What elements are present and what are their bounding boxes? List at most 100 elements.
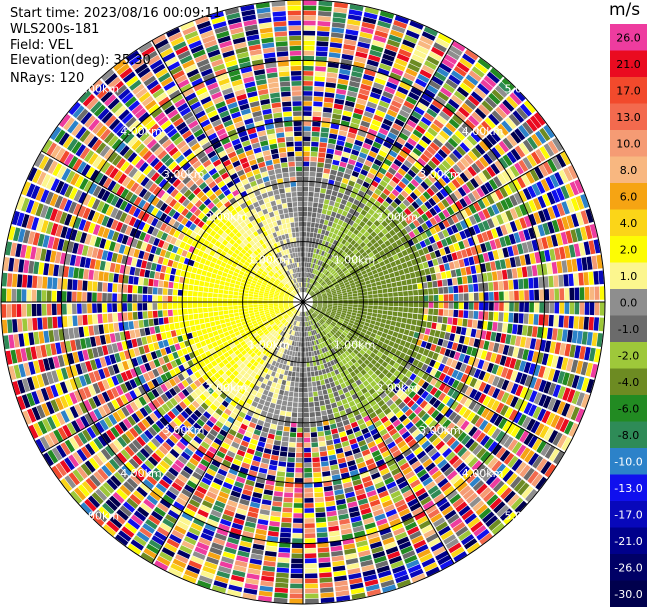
velocity-gate bbox=[498, 312, 504, 322]
velocity-gate bbox=[411, 258, 418, 266]
velocity-gate bbox=[357, 156, 366, 164]
velocity-gate bbox=[419, 269, 426, 276]
velocity-gate bbox=[360, 340, 366, 346]
velocity-gate bbox=[433, 493, 445, 504]
velocity-gate bbox=[471, 111, 483, 123]
velocity-gate bbox=[384, 216, 392, 224]
velocity-gate bbox=[372, 403, 380, 411]
velocity-gate bbox=[316, 46, 328, 52]
velocity-gate bbox=[340, 232, 347, 239]
velocity-gate bbox=[379, 180, 388, 188]
velocity-gate bbox=[428, 419, 438, 429]
velocity-gate bbox=[389, 415, 398, 424]
velocity-gate bbox=[401, 317, 407, 324]
velocity-gate bbox=[430, 184, 439, 194]
velocity-gate bbox=[468, 337, 475, 347]
velocity-gate bbox=[530, 420, 541, 434]
velocity-gate bbox=[348, 378, 355, 384]
velocity-gate bbox=[362, 288, 368, 293]
velocity-gate bbox=[268, 407, 275, 414]
velocity-gate bbox=[358, 36, 372, 44]
velocity-gate bbox=[552, 369, 561, 383]
velocity-gate bbox=[196, 330, 203, 337]
velocity-gate bbox=[209, 336, 216, 343]
velocity-gate bbox=[446, 324, 452, 333]
velocity-gate bbox=[350, 239, 357, 246]
velocity-gate bbox=[341, 352, 347, 359]
velocity-gate bbox=[576, 376, 585, 390]
velocity-gate bbox=[524, 302, 529, 313]
velocity-gate bbox=[510, 396, 519, 408]
velocity-gate bbox=[510, 383, 519, 395]
velocity-gate bbox=[348, 332, 354, 337]
velocity-gate bbox=[393, 292, 398, 297]
velocity-gate bbox=[294, 478, 303, 483]
velocity-gate bbox=[440, 405, 450, 415]
velocity-gate bbox=[291, 371, 296, 377]
velocity-gate bbox=[362, 311, 368, 315]
velocity-gate bbox=[478, 311, 484, 320]
velocity-gate bbox=[396, 281, 402, 287]
velocity-gate bbox=[472, 402, 482, 413]
velocity-gate bbox=[433, 224, 442, 233]
velocity-gate bbox=[408, 91, 420, 101]
velocity-gate bbox=[325, 278, 330, 283]
velocity-gate bbox=[320, 405, 326, 411]
velocity-gate bbox=[495, 463, 506, 476]
velocity-gate bbox=[374, 376, 381, 384]
velocity-gate bbox=[322, 295, 328, 298]
velocity-gate bbox=[424, 328, 431, 335]
velocity-gate bbox=[331, 335, 337, 341]
velocity-gate bbox=[435, 426, 445, 436]
velocity-gate bbox=[342, 308, 348, 311]
velocity-gate bbox=[282, 431, 290, 437]
velocity-gate bbox=[337, 295, 343, 299]
velocity-gate bbox=[355, 218, 362, 225]
velocity-gate bbox=[349, 4, 364, 12]
velocity-gate bbox=[313, 258, 317, 264]
velocity-gate bbox=[539, 425, 550, 439]
velocity-gate bbox=[433, 517, 446, 528]
velocity-gate bbox=[343, 228, 349, 235]
velocity-gate bbox=[458, 285, 464, 293]
velocity-gate bbox=[321, 410, 327, 416]
velocity-gate bbox=[342, 277, 348, 282]
velocity-gate bbox=[510, 335, 517, 346]
velocity-gate bbox=[478, 381, 487, 392]
velocity-gate bbox=[432, 399, 441, 409]
velocity-gate bbox=[312, 303, 318, 305]
velocity-gate bbox=[310, 279, 313, 284]
velocity-gate bbox=[394, 118, 405, 127]
velocity-gate bbox=[364, 159, 373, 167]
velocity-gate bbox=[286, 376, 292, 381]
velocity-gate bbox=[303, 126, 311, 131]
velocity-gate bbox=[348, 299, 353, 302]
velocity-gate bbox=[319, 287, 324, 291]
velocity-gate bbox=[390, 201, 398, 209]
velocity-gate bbox=[329, 324, 334, 329]
velocity-gate bbox=[328, 179, 335, 186]
velocity-gate bbox=[463, 310, 469, 319]
velocity-gate bbox=[464, 217, 473, 228]
velocity-gate bbox=[524, 337, 532, 349]
velocity-gate bbox=[461, 249, 468, 258]
velocity-gate bbox=[320, 325, 325, 330]
velocity-gate bbox=[422, 191, 431, 200]
velocity-gate bbox=[561, 329, 568, 342]
velocity-gate bbox=[338, 303, 343, 306]
velocity-gate bbox=[353, 61, 365, 69]
velocity-gate bbox=[463, 293, 469, 301]
velocity-gate bbox=[262, 405, 269, 412]
velocity-gate bbox=[309, 171, 316, 177]
velocity-gate bbox=[348, 296, 353, 300]
velocity-gate bbox=[308, 392, 313, 397]
velocity-gate bbox=[462, 318, 468, 327]
velocity-gate bbox=[562, 372, 570, 386]
velocity-gate bbox=[311, 293, 316, 297]
velocity-gate bbox=[428, 433, 438, 443]
velocity-gate bbox=[287, 457, 295, 463]
velocity-gate bbox=[515, 427, 525, 440]
velocity-gate bbox=[464, 423, 474, 434]
velocity-gate bbox=[503, 184, 513, 196]
velocity-gate bbox=[431, 99, 444, 110]
